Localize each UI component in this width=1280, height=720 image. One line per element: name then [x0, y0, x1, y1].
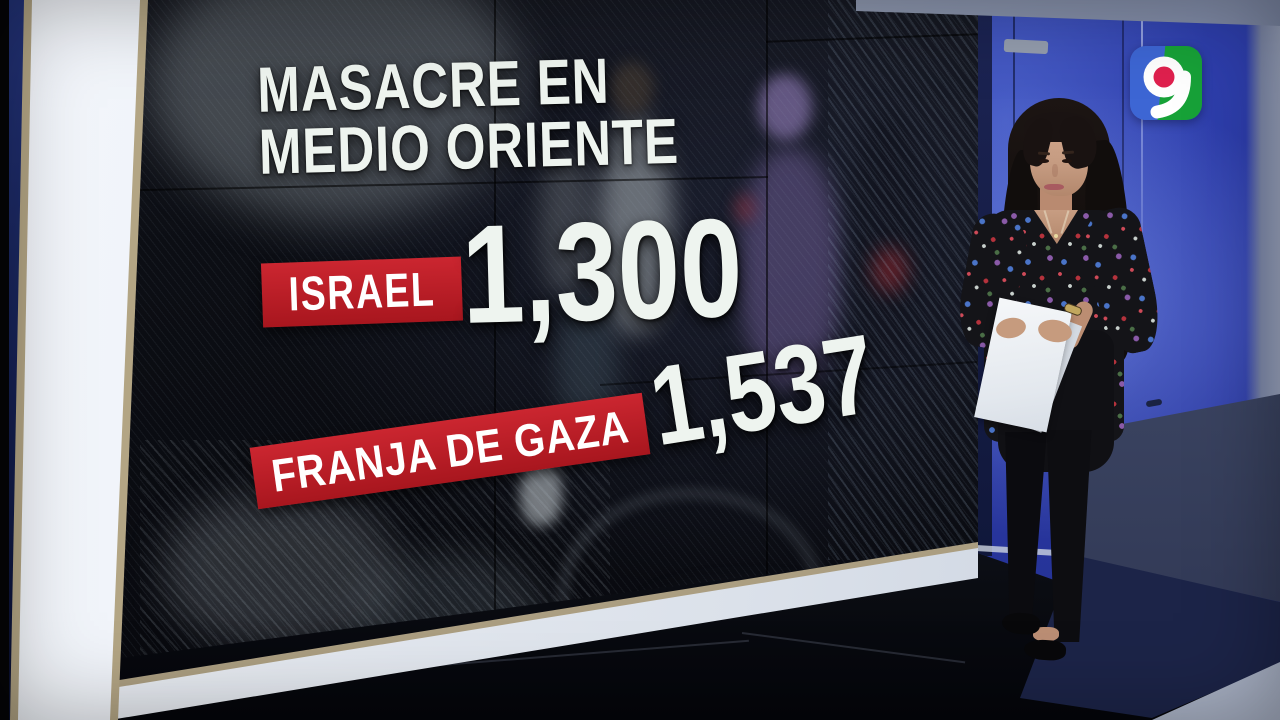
background-figure — [600, 118, 672, 333]
screen-moire-texture — [828, 0, 978, 560]
channel-9-logo-icon: 9 — [1130, 46, 1202, 120]
screen-seam — [494, 0, 496, 662]
wall-fixture — [1003, 38, 1049, 55]
stat-label-israel-text: ISRAEL — [287, 262, 437, 322]
stat-value-israel: 1,300 — [459, 188, 745, 353]
frame-left-edge — [0, 0, 9, 720]
headline-line2: MEDIO ORIENTE — [257, 104, 680, 188]
wall-right-edge-highlight — [1246, 0, 1280, 470]
necklace-pendant — [1054, 234, 1058, 238]
anchor-leg — [1005, 432, 1047, 617]
wall-light-seam — [1141, 18, 1143, 328]
background-figure — [540, 148, 592, 298]
anchor-eye — [1039, 159, 1049, 163]
rubble-highlight — [165, 495, 395, 645]
anchor-shoe — [1001, 611, 1041, 636]
background-figure-hijab — [740, 148, 840, 388]
channel-9-glyph — [1143, 56, 1191, 119]
headline: MASACRE EN MEDIO ORIENTE — [256, 45, 784, 188]
rubble-highlight — [520, 462, 562, 526]
news-anchor — [938, 92, 1168, 692]
anchor-lips — [1044, 184, 1064, 190]
background-figure — [850, 110, 924, 370]
anchor-eye — [1062, 159, 1072, 163]
anchor-nose — [1052, 164, 1058, 177]
background-figure — [610, 62, 654, 114]
background-detail — [734, 194, 756, 222]
anchor-ankle — [1033, 627, 1059, 641]
anchor-shoe — [1023, 638, 1067, 662]
stat-label-israel: ISRAEL — [260, 256, 464, 328]
background-detail — [872, 248, 908, 292]
anchor-leg — [1046, 430, 1092, 642]
screen-seam — [766, 0, 768, 600]
